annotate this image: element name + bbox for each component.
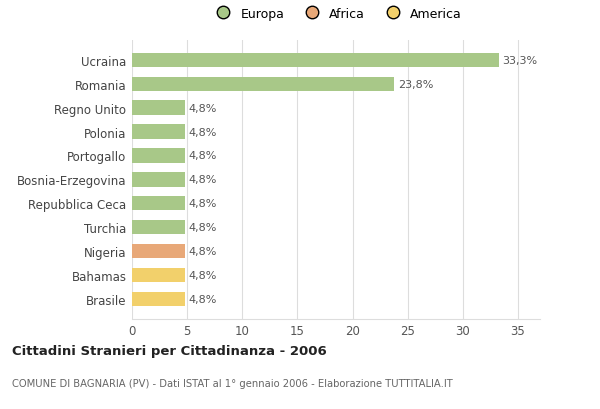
Text: 4,8%: 4,8% <box>188 127 217 137</box>
Text: 4,8%: 4,8% <box>188 151 217 161</box>
Bar <box>132 220 185 235</box>
Text: 4,8%: 4,8% <box>188 247 217 256</box>
Text: 4,8%: 4,8% <box>188 222 217 233</box>
Bar <box>132 101 185 116</box>
Bar <box>132 149 185 163</box>
Text: 4,8%: 4,8% <box>188 294 217 304</box>
Text: Cittadini Stranieri per Cittadinanza - 2006: Cittadini Stranieri per Cittadinanza - 2… <box>12 344 327 357</box>
Bar <box>132 173 185 187</box>
Bar <box>132 292 185 306</box>
Text: 4,8%: 4,8% <box>188 199 217 209</box>
Bar <box>132 54 499 68</box>
Text: 33,3%: 33,3% <box>503 56 538 66</box>
Text: 4,8%: 4,8% <box>188 270 217 280</box>
Text: 4,8%: 4,8% <box>188 103 217 113</box>
Text: 23,8%: 23,8% <box>398 80 433 90</box>
Text: 4,8%: 4,8% <box>188 175 217 185</box>
Bar <box>132 125 185 139</box>
Bar <box>132 197 185 211</box>
Bar <box>132 244 185 258</box>
Bar <box>132 268 185 283</box>
Bar <box>132 77 394 92</box>
Legend: Europa, Africa, America: Europa, Africa, America <box>205 2 467 26</box>
Text: COMUNE DI BAGNARIA (PV) - Dati ISTAT al 1° gennaio 2006 - Elaborazione TUTTITALI: COMUNE DI BAGNARIA (PV) - Dati ISTAT al … <box>12 378 453 389</box>
